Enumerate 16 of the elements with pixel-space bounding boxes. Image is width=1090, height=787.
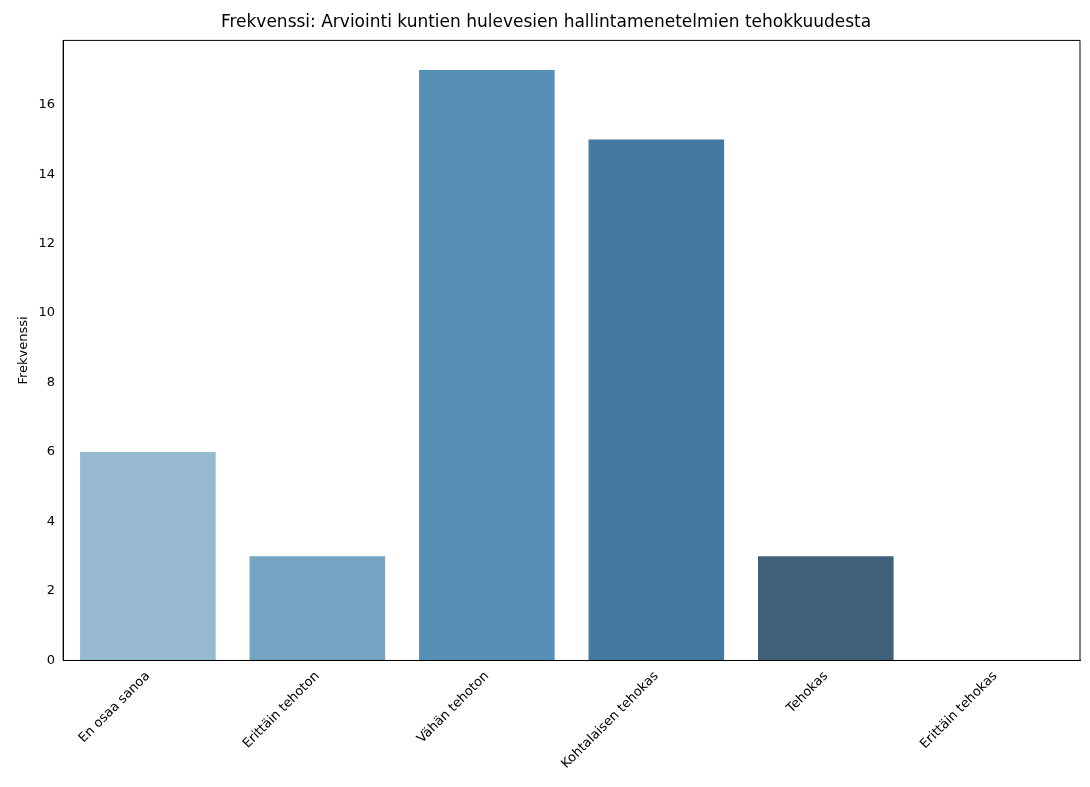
bar (588, 139, 725, 661)
y-tick-label: 0 (46, 651, 56, 667)
y-tick-label: 12 (38, 235, 56, 250)
bar (758, 556, 894, 661)
chart-title: Frekvenssi: Arviointi kuntien hulevesien hallintamenetelmien tehokkuudesta (220, 10, 872, 31)
y-tick-label: 6 (46, 443, 56, 459)
y-axis-title: Frekvenssi (15, 316, 31, 385)
bar (249, 556, 386, 661)
y-tick-label: 2 (46, 582, 56, 598)
y-tick-label: 8 (46, 373, 56, 389)
bar (419, 69, 555, 661)
y-tick-label: 16 (38, 96, 56, 112)
y-tick-label: 4 (46, 512, 56, 528)
y-tick-label: 10 (38, 304, 56, 320)
y-tick-label: 14 (38, 165, 56, 181)
bar (80, 452, 216, 661)
